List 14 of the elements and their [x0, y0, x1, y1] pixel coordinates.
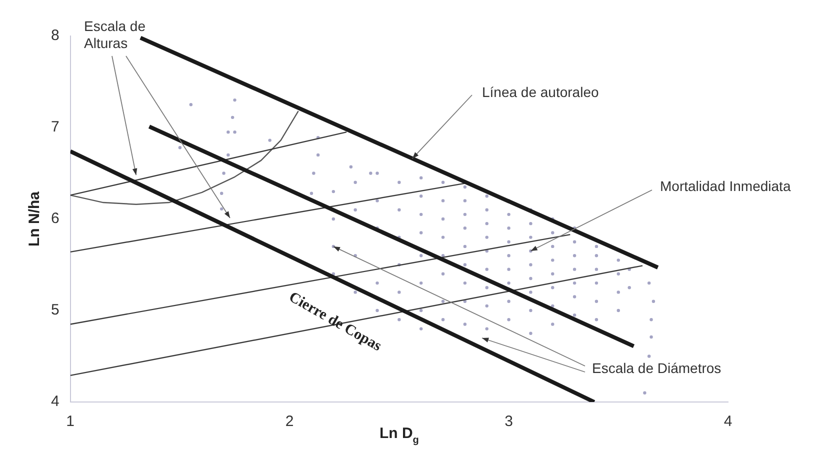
x-tick-label: 3 — [504, 413, 513, 430]
x-tick-label: 4 — [724, 413, 732, 430]
y-tick-label: 8 — [51, 27, 60, 44]
annotation: Escala de Diámetros — [592, 360, 722, 376]
y-axis-title: Ln N/ha — [26, 190, 44, 246]
annotation: Escala de Alturas — [84, 18, 146, 51]
x-tick-label: 2 — [285, 413, 294, 430]
annotation: Línea de autoraleo — [482, 84, 599, 100]
y-tick-label: 6 — [51, 210, 60, 228]
y-tick-label: 7 — [51, 118, 60, 136]
y-tick-label: 4 — [51, 393, 60, 410]
annotation: Mortalidad Inmediata — [660, 178, 791, 194]
y-tick-label: 5 — [51, 302, 60, 319]
x-tick-label: 1 — [66, 413, 75, 430]
